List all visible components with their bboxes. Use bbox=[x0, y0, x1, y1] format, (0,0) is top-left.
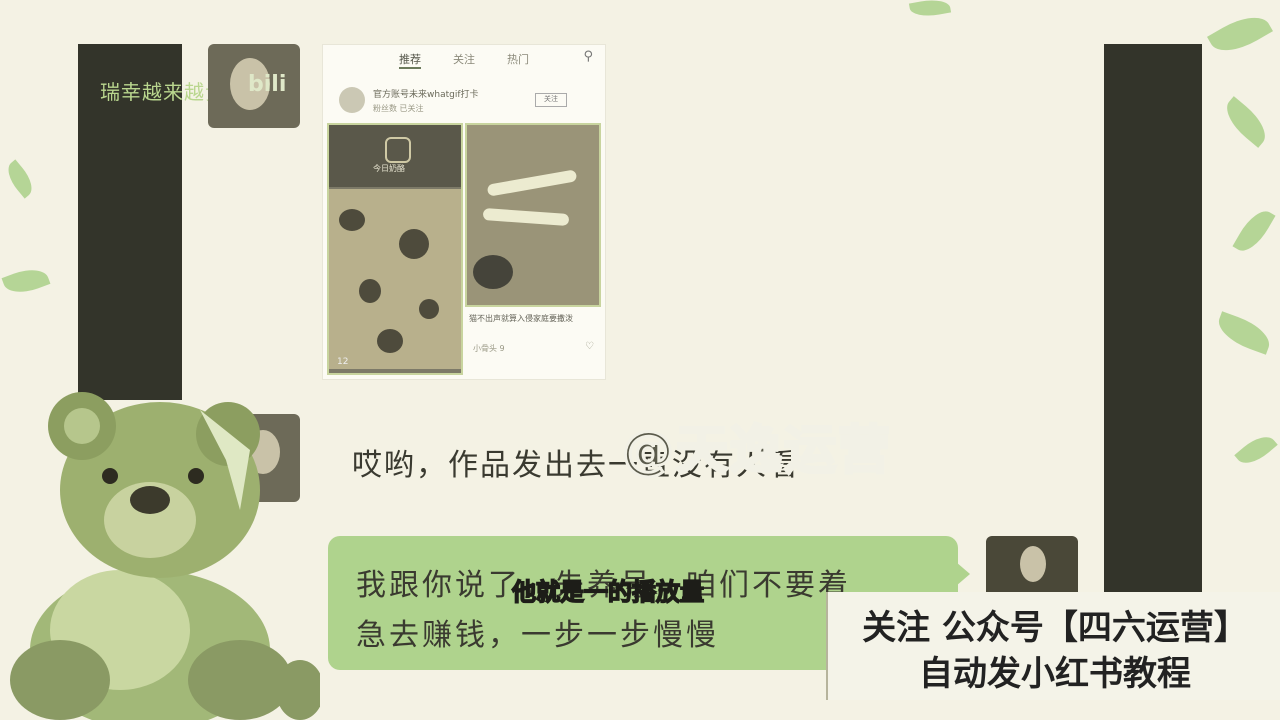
search-icon[interactable]: ⚲ bbox=[583, 49, 593, 64]
app-icon bbox=[385, 137, 411, 163]
heart-icon[interactable]: ♡ bbox=[585, 341, 594, 352]
view-count: 12 bbox=[337, 357, 349, 367]
promo-banner: 关注 公众号【四六运营】 自动发小红书教程 bbox=[826, 592, 1280, 700]
chat-line: 急去赚钱，一步一步慢慢 bbox=[356, 618, 719, 653]
card-caption: 今日奶酪 bbox=[373, 164, 405, 173]
video-subtitle: 他就是一的播放量 bbox=[511, 577, 705, 607]
tab-recommend[interactable]: 推荐 bbox=[399, 51, 421, 69]
webcam-overlay bbox=[208, 44, 300, 128]
follow-button[interactable]: 关注 bbox=[535, 93, 567, 107]
profile-subtitle: 粉丝数 已关注 bbox=[373, 104, 424, 113]
chat-message: 哎哟，作品发出去一直没有人看 bbox=[352, 448, 800, 483]
leaf-decoration bbox=[1, 263, 51, 299]
webcam-overlay-right bbox=[986, 536, 1078, 600]
leaf-decoration bbox=[908, 0, 952, 20]
card-header: 今日奶酪 bbox=[329, 125, 461, 187]
teddy-bear-illustration bbox=[10, 392, 320, 720]
avatar[interactable] bbox=[339, 87, 365, 113]
right-dark-panel bbox=[1104, 44, 1202, 592]
promo-line: 关注 公众号【四六运营】 bbox=[862, 608, 1248, 648]
card-title: 猫不出声就算入侵家庭要撒泼 bbox=[469, 314, 573, 323]
card-author: 小骨头 9 bbox=[473, 344, 505, 353]
leaf-decoration bbox=[1207, 6, 1273, 62]
bilibili-logo: bili bbox=[248, 72, 287, 97]
leaf-decoration bbox=[1218, 96, 1274, 148]
cheese-image bbox=[329, 189, 461, 369]
leaf-decoration bbox=[1232, 204, 1276, 258]
watermark: @天逸运营 bbox=[620, 420, 893, 483]
chat-line: 我跟你说了，先养号，咱们不要着 bbox=[356, 568, 851, 603]
chat-bubble-tail bbox=[956, 562, 970, 586]
promo-line: 自动发小红书教程 bbox=[919, 654, 1191, 694]
bone-toy-image bbox=[486, 169, 578, 197]
leaf-decoration bbox=[1213, 311, 1275, 355]
left-panel-caption: 瑞幸越来越贵 bbox=[100, 80, 226, 104]
tab-hot[interactable]: 热门 bbox=[507, 53, 529, 66]
tab-follow[interactable]: 关注 bbox=[453, 53, 475, 66]
leaf-decoration bbox=[1234, 429, 1278, 471]
post-card[interactable]: 今日奶酪 12 bbox=[327, 123, 463, 375]
post-card[interactable] bbox=[465, 123, 601, 307]
phone-screenshot: 推荐 关注 热门 ⚲ 官方账号未来whatgif打卡 粉丝数 已关注 关注 今日… bbox=[322, 44, 606, 380]
profile-name: 官方账号未来whatgif打卡 bbox=[373, 90, 479, 100]
left-dark-panel bbox=[78, 44, 182, 400]
leaf-decoration bbox=[1, 159, 39, 199]
bone-toy-image bbox=[482, 208, 570, 226]
